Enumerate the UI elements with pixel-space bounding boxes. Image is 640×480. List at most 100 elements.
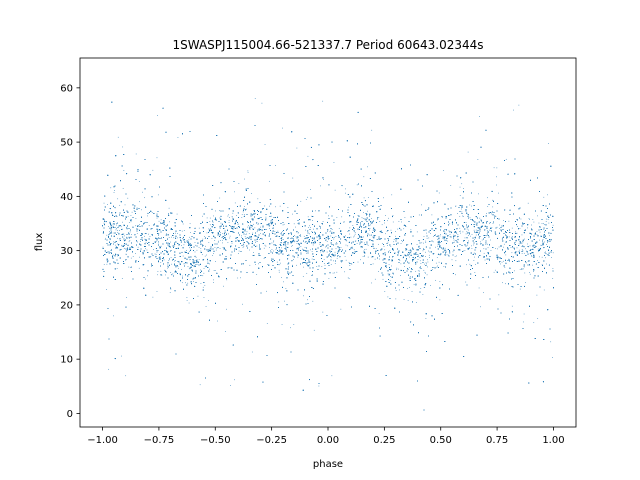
data-point [156,291,158,292]
data-point [122,146,124,148]
data-point [169,292,171,293]
data-point [232,212,234,214]
data-point [365,230,367,232]
data-point [260,226,261,228]
data-point [272,227,274,228]
data-point [529,253,531,254]
data-point [529,264,531,266]
data-point [402,241,403,243]
data-point [275,206,276,208]
data-point [185,282,186,284]
data-point [262,227,264,228]
data-point [219,210,220,212]
data-point [115,226,116,228]
data-point [521,248,523,250]
data-point [348,230,350,232]
data-point [215,210,216,212]
data-point [410,229,412,231]
data-point [529,273,531,275]
data-point [511,305,513,307]
data-point [469,204,471,206]
data-point [139,241,141,242]
data-point [511,227,513,229]
data-point [370,253,372,254]
data-point [420,263,422,264]
data-point [270,250,271,252]
data-point [325,240,326,241]
data-point [482,244,484,246]
data-point [430,285,431,286]
data-point [531,256,533,257]
data-point [214,270,216,271]
data-point [298,232,299,234]
data-point [296,231,297,233]
data-point [437,243,439,245]
data-point [120,225,122,227]
data-point [381,243,383,244]
data-point [381,238,382,239]
data-point [127,215,129,217]
data-point [108,251,110,252]
data-point [151,265,152,267]
data-point [511,236,513,237]
data-point [213,253,214,254]
data-point [390,245,392,247]
data-point [463,226,465,227]
data-point [423,236,425,237]
data-point [293,223,295,225]
data-point [481,239,483,241]
data-point [389,250,391,252]
data-point [292,244,293,246]
data-point [128,266,130,268]
data-point [478,193,479,195]
data-point [448,230,450,232]
data-point [229,237,231,239]
data-point [111,232,113,234]
data-point [425,256,426,257]
data-point [265,235,266,237]
data-point [312,300,314,302]
data-point [107,251,108,253]
data-point [117,237,118,239]
data-point [450,185,452,186]
data-point [335,255,336,257]
data-point [189,247,190,249]
data-point [467,244,468,246]
data-point [422,294,424,295]
data-point [125,216,126,218]
data-point [396,267,398,269]
data-point [139,201,140,203]
data-point [122,221,123,223]
data-point [258,222,259,224]
data-point [409,276,411,277]
data-point [401,240,403,241]
data-point [405,250,407,251]
data-point [372,263,374,265]
data-point [107,204,108,205]
data-point [117,232,119,233]
data-point [545,218,547,220]
data-point [198,242,199,244]
data-point [437,265,438,267]
data-point [208,228,210,230]
data-point [503,260,504,262]
data-point [187,282,189,284]
data-point [371,218,372,219]
data-point [537,318,539,319]
data-point [348,278,350,279]
data-point [147,215,148,217]
data-point [395,298,397,300]
data-point [499,261,500,263]
data-point [513,109,514,111]
data-point [170,274,172,275]
data-point [406,287,408,289]
data-point [524,272,526,274]
data-point [249,264,251,266]
data-point [188,302,190,304]
data-point [409,267,410,268]
data-point [266,224,267,226]
data-point [475,237,476,239]
data-point [190,232,191,233]
data-point [459,195,461,196]
data-point [431,269,433,271]
